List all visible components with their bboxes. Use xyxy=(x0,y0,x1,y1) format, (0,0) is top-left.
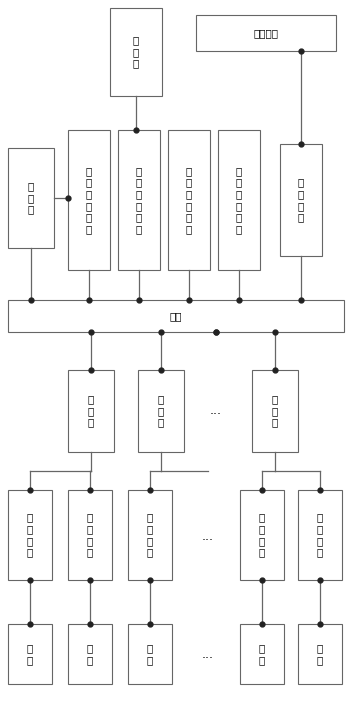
Text: 显
示
控
制
模
块: 显 示 控 制 模 块 xyxy=(86,166,92,234)
Bar xyxy=(240,490,284,580)
Bar xyxy=(138,370,184,452)
Bar xyxy=(68,130,110,270)
Bar xyxy=(280,144,322,256)
Text: 总线: 总线 xyxy=(170,311,182,321)
Text: 专
家
系
统
模
块: 专 家 系 统 模 块 xyxy=(236,166,242,234)
Bar xyxy=(110,8,162,96)
Bar xyxy=(298,490,342,580)
Text: 显
示
屏: 显 示 屏 xyxy=(133,36,139,69)
Text: 电
池: 电 池 xyxy=(147,643,153,665)
Bar xyxy=(8,624,52,684)
Bar xyxy=(8,490,52,580)
Bar xyxy=(68,490,112,580)
Bar xyxy=(128,624,172,684)
Text: 均
衡
模
块: 均 衡 模 块 xyxy=(27,513,33,558)
Bar xyxy=(240,624,284,684)
Text: 电
池: 电 池 xyxy=(87,643,93,665)
Bar xyxy=(128,490,172,580)
Bar xyxy=(168,130,210,270)
Text: 上
位
机: 上 位 机 xyxy=(28,181,34,215)
Text: 均
衡
模
块: 均 衡 模 块 xyxy=(147,513,153,558)
Bar xyxy=(8,148,54,248)
Text: 测
量
板: 测 量 板 xyxy=(88,394,94,428)
Text: 电
池: 电 池 xyxy=(27,643,33,665)
Bar xyxy=(298,624,342,684)
Text: 测
量
板: 测 量 板 xyxy=(272,394,278,428)
Text: 电
量
估
计
模
块: 电 量 估 计 模 块 xyxy=(136,166,142,234)
Text: ...: ... xyxy=(202,530,214,543)
Text: 通
讯
模
块: 通 讯 模 块 xyxy=(298,178,304,222)
Text: 均
衡
模
块: 均 衡 模 块 xyxy=(87,513,93,558)
Bar xyxy=(8,300,344,332)
Text: 电
池: 电 池 xyxy=(317,643,323,665)
Text: 均
衡
模
块: 均 衡 模 块 xyxy=(317,513,323,558)
Text: ...: ... xyxy=(210,405,222,418)
Bar xyxy=(252,370,298,452)
Bar xyxy=(118,130,160,270)
Bar xyxy=(68,624,112,684)
Bar xyxy=(68,370,114,452)
Bar xyxy=(196,15,336,51)
Text: 测
量
板: 测 量 板 xyxy=(158,394,164,428)
Text: 电
池: 电 池 xyxy=(259,643,265,665)
Text: 外部总线: 外部总线 xyxy=(253,28,279,38)
Text: ...: ... xyxy=(202,648,214,661)
Text: 中
央
处
理
模
块: 中 央 处 理 模 块 xyxy=(186,166,192,234)
Bar xyxy=(218,130,260,270)
Text: 均
衡
模
块: 均 衡 模 块 xyxy=(259,513,265,558)
